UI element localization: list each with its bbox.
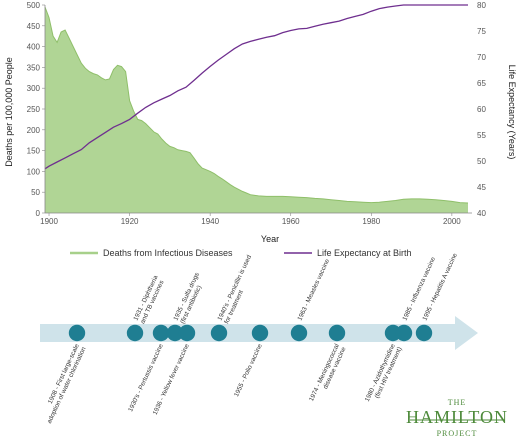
logo-line1: THE <box>448 398 467 407</box>
y-tick-label: 400 <box>27 43 41 52</box>
x-tick-label: 2000 <box>443 217 461 226</box>
legend-label-life: Life Expectancy at Birth <box>317 248 412 258</box>
y-axis-title: Deaths per 100,000 People <box>4 57 14 167</box>
timeline-marker <box>395 324 413 342</box>
y-tick-label: 0 <box>36 209 41 218</box>
timeline-marker <box>68 324 86 342</box>
timeline-marker <box>251 324 269 342</box>
timeline-marker <box>166 324 184 342</box>
y-tick-label: 100 <box>27 167 41 176</box>
timeline-marker <box>152 324 170 342</box>
timeline-marker <box>126 324 144 342</box>
y-tick-label: 250 <box>27 105 41 114</box>
x-tick-label: 1900 <box>40 217 58 226</box>
series-deaths-line <box>44 6 469 204</box>
x-tick-label: 1960 <box>282 217 300 226</box>
timeline-label: 1940's - Penicillin is usedfor treatment <box>216 254 260 325</box>
timeline: 1908 - First large-scaleadoption of wate… <box>39 252 478 425</box>
timeline-label: 1974 - Meningococcaldisease vaccine <box>308 342 348 405</box>
timeline-label: 1980 - Azidothymidine(first HIV treatmen… <box>364 342 404 406</box>
timeline-marker <box>328 324 346 342</box>
timeline-label: 1935 - Sulfa drugs(first antibiotic) <box>172 272 207 325</box>
y2-tick-label: 65 <box>477 79 486 88</box>
y2-tick-label: 55 <box>477 131 486 140</box>
y-tick-label: 300 <box>27 84 41 93</box>
timeline-label: 1955 - Polio vaccine <box>233 342 264 398</box>
legend-label-deaths: Deaths from Infectious Diseases <box>103 248 233 258</box>
timeline-label: 1963 - Measles vaccine <box>296 258 331 322</box>
y2-tick-label: 60 <box>477 105 486 114</box>
timeline-label: 1931 - Diphtheriaand TB vaccines <box>132 274 166 325</box>
timeline-label-line: 1955 - Polio vaccine <box>233 342 264 398</box>
y-tick-label: 200 <box>27 126 41 135</box>
y2-tick-label: 70 <box>477 53 486 62</box>
y-tick-label: 50 <box>31 188 40 197</box>
y-tick-label: 450 <box>27 22 41 31</box>
timeline-marker <box>290 324 308 342</box>
timeline-marker <box>210 324 228 342</box>
x-tick-label: 1980 <box>362 217 380 226</box>
legend: Deaths from Infectious Diseases Life Exp… <box>70 248 412 258</box>
timeline-marker <box>178 324 196 342</box>
y2-tick-label: 50 <box>477 157 486 166</box>
hamilton-logo: THE HAMILTON PROJECT <box>406 398 508 438</box>
plot-area <box>44 4 469 213</box>
x-tick-label: 1920 <box>121 217 139 226</box>
x-tick-label: 1940 <box>201 217 219 226</box>
x-axis-title: Year <box>261 234 279 244</box>
y-tick-label: 500 <box>27 1 41 10</box>
axes: 0 50 100 150 200 250 300 350 400 450 500 40 45 50 55 60… <box>27 1 487 226</box>
y-tick-label: 150 <box>27 147 41 156</box>
series-life-line <box>44 4 468 170</box>
timeline-label: 1908 - First large-scaleadoption of wate… <box>39 342 88 424</box>
y-tick-label: 350 <box>27 63 41 72</box>
timeline-marker <box>415 324 433 342</box>
y2-tick-label: 80 <box>477 1 486 10</box>
y2-axis-title: Life Expectancy (Years) <box>507 65 517 160</box>
logo-line3: PROJECT <box>437 429 478 438</box>
logo-line2: HAMILTON <box>406 407 508 427</box>
timeline-label-line: 1963 - Measles vaccine <box>296 258 331 322</box>
y2-tick-label: 40 <box>477 209 486 218</box>
series-deaths-area <box>45 7 468 213</box>
y2-tick-label: 75 <box>477 27 486 36</box>
y2-tick-label: 45 <box>477 183 486 192</box>
